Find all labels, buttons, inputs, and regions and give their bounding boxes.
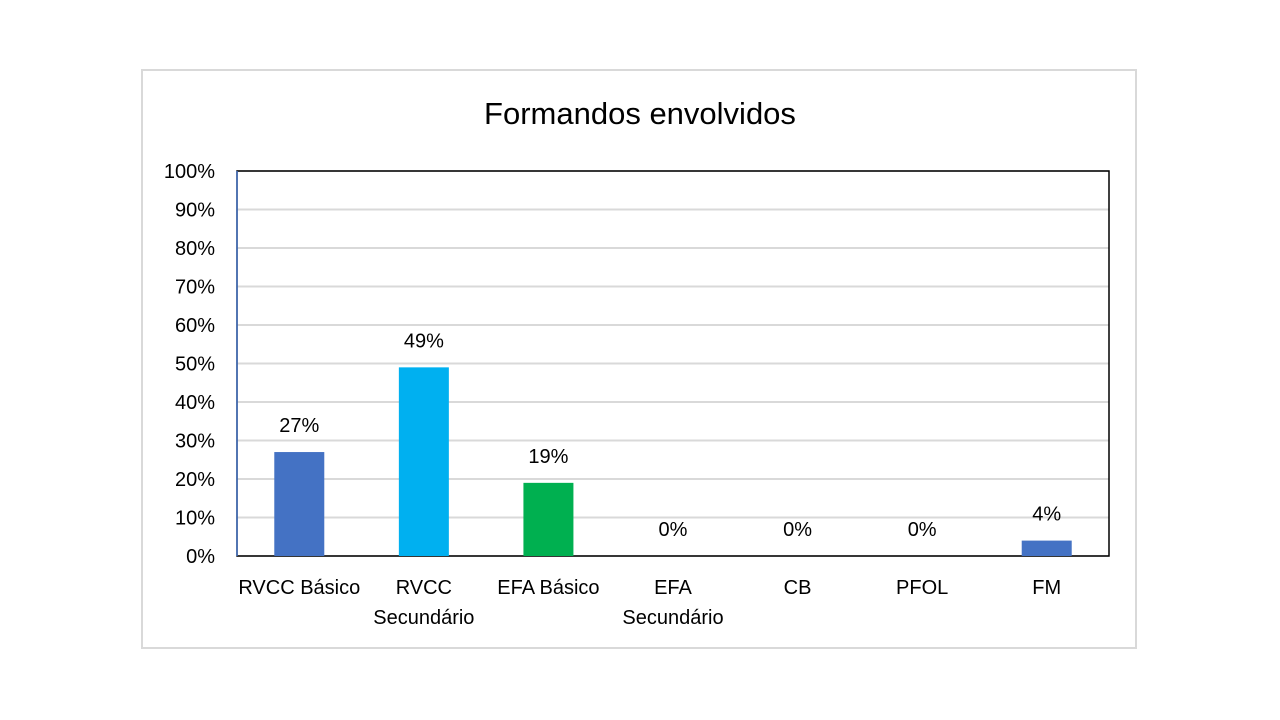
- y-tick-label: 30%: [175, 431, 215, 453]
- data-label: 27%: [279, 415, 319, 437]
- category-label: FM: [1032, 577, 1061, 599]
- data-label: 49%: [404, 330, 444, 352]
- category-label: RVCC Secundário: [373, 577, 474, 629]
- data-label: 0%: [908, 519, 937, 541]
- y-tick-label: 50%: [175, 354, 215, 376]
- category-label: EFA Básico: [497, 577, 599, 599]
- y-tick-label: 80%: [175, 238, 215, 260]
- data-label: 4%: [1032, 504, 1061, 526]
- bar: [274, 452, 325, 556]
- bar: [523, 482, 574, 556]
- chart-title: Formandos envolvidos: [484, 96, 796, 131]
- y-tick-label: 20%: [175, 469, 215, 491]
- y-tick-label: 40%: [175, 392, 215, 414]
- y-tick-label: 0%: [186, 546, 215, 568]
- bar: [398, 367, 449, 556]
- bar: [1021, 540, 1072, 556]
- y-tick-label: 90%: [175, 200, 215, 222]
- y-tick-label: 70%: [175, 277, 215, 299]
- data-label: 19%: [528, 446, 568, 468]
- category-label: EFA Secundário: [622, 577, 723, 629]
- y-tick-label: 100%: [164, 161, 215, 183]
- data-label: 0%: [659, 519, 688, 541]
- category-label: PFOL: [896, 577, 948, 599]
- y-tick-label: 60%: [175, 315, 215, 337]
- data-label: 0%: [783, 519, 812, 541]
- y-tick-label: 10%: [175, 508, 215, 530]
- category-label: CB: [784, 577, 812, 599]
- category-label: RVCC Básico: [238, 577, 360, 599]
